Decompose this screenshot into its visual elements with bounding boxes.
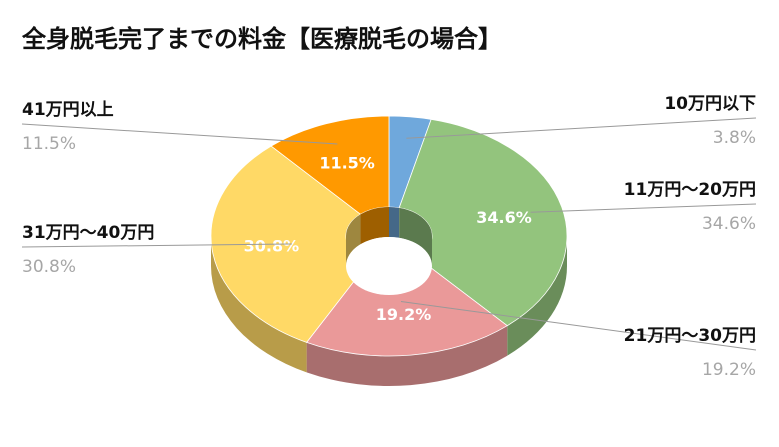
percent-label-1: 34.6% — [702, 214, 756, 234]
callout-line-2 — [400, 301, 757, 351]
slice-side-1 — [507, 236, 567, 356]
slice-value-label-1: 34.6% — [476, 208, 532, 227]
donut-hole — [346, 237, 432, 295]
slice-inner-wall-3 — [346, 214, 361, 266]
percent-label-3: 30.8% — [22, 257, 76, 277]
category-label-0: 10万円以下 — [664, 94, 756, 114]
percent-label-4: 11.5% — [22, 134, 76, 154]
callout-line-3 — [21, 243, 292, 248]
callout-line-1 — [530, 203, 757, 213]
donut-depth — [211, 236, 567, 386]
slice-value-label-3: 30.8% — [244, 236, 300, 255]
category-label-1: 11万円～20万円 — [624, 180, 756, 200]
percent-label-0: 3.8% — [713, 128, 756, 148]
slice-side-3 — [211, 236, 307, 373]
category-label-2: 21万円～30万円 — [624, 326, 756, 346]
slice-inner-wall-4 — [360, 207, 389, 245]
callout-line-4 — [21, 123, 338, 145]
chart-title: 全身脱毛完了までの料金【医療脱毛の場合】 — [22, 25, 502, 53]
slice-value-label-2: 19.2% — [376, 305, 432, 324]
category-label-3: 31万円～40万円 — [22, 223, 154, 243]
slice-value-label-4: 11.5% — [319, 154, 375, 173]
donut-top — [210, 115, 568, 357]
callout-line-0 — [406, 117, 757, 139]
percent-label-2: 19.2% — [702, 360, 756, 380]
slice-side-2 — [306, 325, 508, 386]
slice-inner-wall-0 — [389, 207, 400, 238]
callouts: 10万円以下 3.8% 11万円～20万円 34.6% 21万円～30万円 19.2% 31… — [21, 94, 757, 380]
category-label-4: 41万円以上 — [22, 100, 114, 120]
slice-inner-wall-1 — [399, 207, 432, 266]
slice-value-labels: 34.6% 19.2% 30.8% 11.5% — [244, 154, 532, 324]
